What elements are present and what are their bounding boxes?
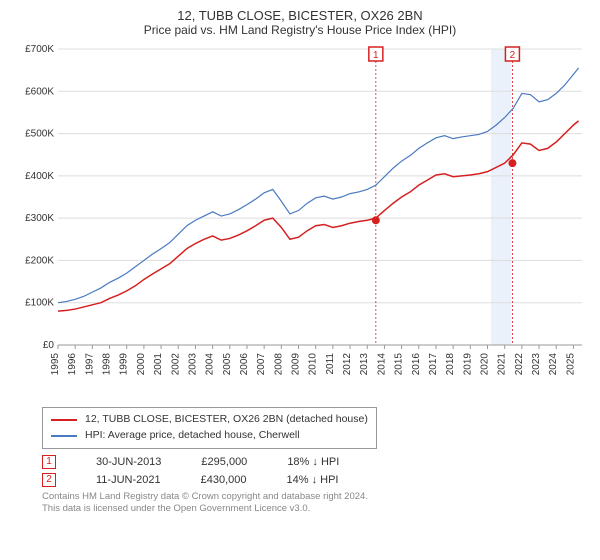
svg-text:2020: 2020: [480, 353, 491, 376]
legend-label: HPI: Average price, detached house, Cher…: [85, 428, 300, 444]
sale-price: £430,000: [201, 474, 247, 486]
svg-text:2003: 2003: [187, 353, 198, 376]
sale-price: £295,000: [201, 456, 247, 468]
svg-text:2011: 2011: [325, 353, 336, 375]
sale-num: 1: [46, 456, 52, 467]
svg-text:£500K: £500K: [25, 129, 54, 140]
svg-text:2019: 2019: [462, 353, 473, 376]
svg-text:1999: 1999: [119, 353, 130, 376]
svg-text:2017: 2017: [428, 353, 439, 376]
svg-text:£700K: £700K: [25, 44, 54, 55]
svg-text:2002: 2002: [170, 353, 181, 376]
svg-text:2014: 2014: [376, 353, 387, 376]
svg-text:2023: 2023: [531, 353, 542, 376]
svg-text:£300K: £300K: [25, 213, 54, 224]
svg-text:2000: 2000: [136, 353, 147, 376]
svg-text:2001: 2001: [153, 353, 164, 376]
svg-text:£0: £0: [43, 340, 55, 351]
svg-text:1998: 1998: [102, 353, 113, 376]
sale-marker-icon: 1: [42, 455, 56, 469]
sales-table: 1 30-JUN-2013 £295,000 18% ↓ HPI 2 11-JU…: [42, 455, 588, 487]
svg-text:2022: 2022: [514, 353, 525, 376]
legend-item: HPI: Average price, detached house, Cher…: [51, 428, 368, 444]
sale-row: 2 11-JUN-2021 £430,000 14% ↓ HPI: [42, 473, 588, 487]
svg-text:2004: 2004: [205, 353, 216, 376]
svg-text:2021: 2021: [497, 353, 508, 376]
chart-area: £0 £100K £200K £300K £400K £500K £600K £700K 199…: [12, 41, 588, 401]
svg-text:2016: 2016: [411, 353, 422, 376]
legend: 12, TUBB CLOSE, BICESTER, OX26 2BN (deta…: [42, 407, 377, 449]
legend-swatch: [51, 419, 77, 421]
svg-text:£200K: £200K: [25, 255, 54, 266]
sale-num: 2: [46, 474, 52, 485]
svg-text:2018: 2018: [445, 353, 456, 376]
svg-text:2015: 2015: [394, 353, 405, 376]
sale-delta: 18% ↓ HPI: [287, 456, 339, 468]
chart-subtitle: Price paid vs. HM Land Registry's House …: [12, 23, 588, 37]
chart-container: 12, TUBB CLOSE, BICESTER, OX26 2BN Price…: [0, 0, 600, 560]
svg-text:2025: 2025: [565, 353, 576, 376]
footer-line: This data is licensed under the Open Gov…: [42, 503, 588, 515]
svg-text:2006: 2006: [239, 353, 250, 376]
legend-item: 12, TUBB CLOSE, BICESTER, OX26 2BN (deta…: [51, 412, 368, 428]
chart-title: 12, TUBB CLOSE, BICESTER, OX26 2BN: [12, 8, 588, 23]
svg-text:£100K: £100K: [25, 298, 54, 309]
svg-text:2009: 2009: [291, 353, 302, 376]
legend-swatch: [51, 435, 77, 437]
svg-text:1997: 1997: [84, 353, 95, 376]
svg-text:2008: 2008: [273, 353, 284, 376]
svg-text:£600K: £600K: [25, 86, 54, 97]
svg-text:2005: 2005: [222, 353, 233, 376]
sale-row: 1 30-JUN-2013 £295,000 18% ↓ HPI: [42, 455, 588, 469]
svg-text:2007: 2007: [256, 353, 267, 376]
svg-text:2024: 2024: [548, 353, 559, 376]
svg-text:2010: 2010: [308, 353, 319, 376]
sale-marker-icon: 2: [42, 473, 56, 487]
legend-label: 12, TUBB CLOSE, BICESTER, OX26 2BN (deta…: [85, 412, 368, 428]
svg-text:1996: 1996: [67, 353, 78, 376]
svg-text:1: 1: [373, 50, 379, 61]
svg-text:2: 2: [510, 50, 516, 61]
svg-text:£400K: £400K: [25, 171, 54, 182]
footer-line: Contains HM Land Registry data © Crown c…: [42, 491, 588, 503]
chart-svg: £0 £100K £200K £300K £400K £500K £600K £700K 199…: [12, 41, 588, 401]
svg-text:2012: 2012: [342, 353, 353, 376]
sale-date: 11-JUN-2021: [96, 474, 161, 486]
sale-delta: 14% ↓ HPI: [287, 474, 339, 486]
sale-date: 30-JUN-2013: [96, 456, 161, 468]
svg-text:1995: 1995: [50, 353, 61, 376]
svg-text:2013: 2013: [359, 353, 370, 376]
footer: Contains HM Land Registry data © Crown c…: [42, 491, 588, 516]
